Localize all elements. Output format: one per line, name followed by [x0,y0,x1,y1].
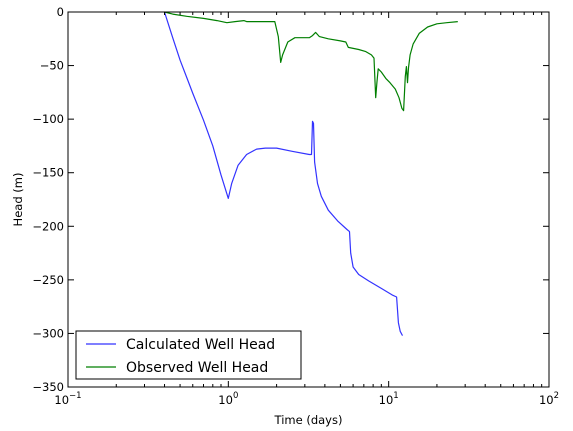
x-tick-label: 101 [379,391,399,407]
y-tick-label: −200 [32,219,64,233]
plot-frame [67,11,550,388]
x-axis-label: Time (days) [274,413,343,427]
legend-label-calculated: Calculated Well Head [126,337,275,353]
legend-box [75,330,302,380]
y-tick-label: 0 [57,5,64,19]
y-tick-label: −350 [32,380,64,394]
legend: Calculated Well Head Observed Well Head [75,330,302,380]
y-tick-label: −50 [40,59,64,73]
legend-label-observed: Observed Well Head [126,360,268,376]
series-line-0 [163,11,404,336]
y-tick-label: −150 [32,166,64,180]
x-tick-label: 102 [539,391,559,407]
series-line-1 [164,11,458,112]
y-axis-label: Head (m) [11,173,25,227]
x-tick-label: 100 [218,391,238,407]
y-tick-label: −100 [32,112,64,126]
y-tick-label: −250 [32,273,64,287]
series-lines [163,11,458,336]
y-tick-label: −300 [32,326,64,340]
